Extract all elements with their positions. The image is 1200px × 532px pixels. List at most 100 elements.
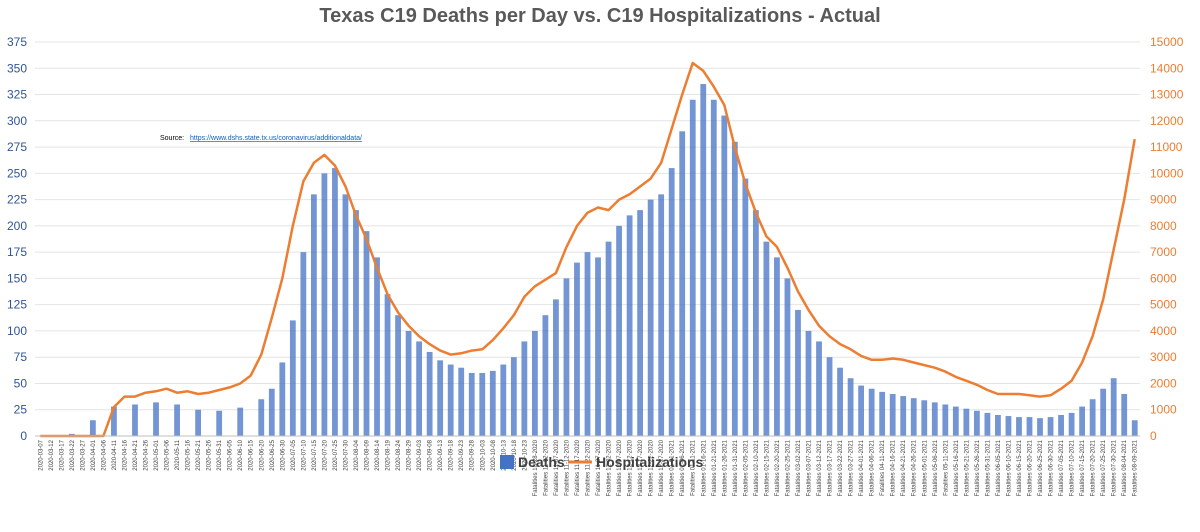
y-right-tick-label: 3000 bbox=[1150, 350, 1177, 364]
deaths-bar bbox=[395, 315, 401, 436]
x-tick-label: Fatalities 01-11-2021 bbox=[691, 439, 697, 496]
y-right-tick-label: 15000 bbox=[1150, 35, 1184, 49]
deaths-bar bbox=[847, 378, 854, 436]
x-tick-label: 2020-08-14 bbox=[375, 439, 381, 470]
deaths-bar bbox=[500, 364, 507, 436]
deaths-bar bbox=[1037, 418, 1043, 436]
x-tick-label: Fatalities 04-11-2021 bbox=[880, 439, 886, 496]
y-left-tick-label: 100 bbox=[7, 324, 27, 338]
y-left-tick-label: 275 bbox=[7, 140, 27, 154]
deaths-bar bbox=[1100, 388, 1107, 436]
y-right-tick-label: 1000 bbox=[1150, 403, 1177, 417]
y-left-tick-label: 250 bbox=[7, 166, 27, 180]
deaths-bar bbox=[1089, 399, 1096, 436]
deaths-bar bbox=[332, 168, 338, 436]
x-tick-label: 2020-06-10 bbox=[238, 439, 244, 470]
x-tick-label: 2020-04-16 bbox=[122, 439, 128, 470]
x-tick-label: Fatalities 01-26-2021 bbox=[722, 439, 728, 496]
deaths-bar bbox=[647, 199, 654, 436]
y-left-tick-label: 125 bbox=[7, 298, 27, 312]
deaths-bar bbox=[658, 194, 665, 436]
x-tick-label: 2020-08-19 bbox=[386, 439, 392, 470]
x-tick-label: 2020-07-05 bbox=[291, 439, 297, 470]
deaths-bar bbox=[868, 388, 875, 436]
x-tick-label: 2020-08-24 bbox=[396, 439, 402, 470]
deaths-bar bbox=[952, 406, 959, 436]
deaths-bar bbox=[416, 341, 423, 436]
deaths-bar bbox=[605, 241, 612, 436]
x-tick-label: Fatalities 06-10-2021 bbox=[1006, 439, 1012, 496]
x-tick-label: 2020-05-21 bbox=[196, 439, 202, 470]
deaths-bar bbox=[742, 178, 749, 436]
y-left-tick-label: 325 bbox=[7, 88, 27, 102]
deaths-bar bbox=[489, 370, 496, 436]
y-left-tick-label: 200 bbox=[7, 219, 27, 233]
source-link[interactable]: https://www.dshs.state.tx.us/coronavirus… bbox=[190, 135, 362, 142]
y-right-tick-label: 8000 bbox=[1150, 219, 1177, 233]
x-tick-label: Fatalities 03-17-2021 bbox=[828, 439, 834, 496]
y-left-tick-label: 0 bbox=[20, 429, 27, 443]
deaths-bar bbox=[816, 341, 822, 436]
x-tick-label: 2020-04-26 bbox=[144, 439, 150, 470]
x-tick-label: Fatalities 05-26-2021 bbox=[975, 439, 981, 496]
deaths-bar bbox=[921, 400, 928, 436]
x-tick-label: 2020-03-22 bbox=[70, 439, 76, 470]
legend-label-deaths: Deaths bbox=[518, 454, 565, 470]
x-tick-label: Fatalities 01-31-2021 bbox=[733, 439, 739, 496]
x-tick-label: Fatalities 10-28-2020 bbox=[533, 439, 539, 496]
x-tick-label: Fatalities 06-20-2021 bbox=[1028, 439, 1034, 496]
deaths-bar bbox=[637, 210, 644, 436]
x-tick-label: Fatalities 07-15-2021 bbox=[1080, 439, 1086, 496]
deaths-bar bbox=[1016, 417, 1022, 436]
deaths-bar bbox=[289, 320, 296, 436]
x-tick-label: 2020-06-15 bbox=[249, 439, 255, 470]
x-tick-label: Fatalities 02-15-2021 bbox=[764, 439, 770, 496]
y-right-tick-label: 10000 bbox=[1150, 166, 1184, 180]
y-right-tick-label: 6000 bbox=[1150, 271, 1177, 285]
deaths-bar bbox=[616, 225, 622, 436]
x-tick-label: Fatalities 05-11-2021 bbox=[943, 439, 949, 496]
x-tick-label: 2020-04-06 bbox=[101, 439, 107, 470]
x-tick-label: Fatalities 11-22-2020 bbox=[586, 439, 592, 496]
deaths-bar bbox=[237, 407, 244, 436]
deaths-bar bbox=[353, 210, 359, 436]
x-tick-label: 2020-05-16 bbox=[186, 439, 192, 470]
deaths-bar bbox=[963, 408, 970, 436]
legend-label-hospitalizations: Hospitalizations bbox=[596, 454, 704, 470]
x-tick-label: Fatalities 06-30-2021 bbox=[1049, 439, 1055, 496]
x-tick-label: 2020-05-31 bbox=[217, 439, 223, 470]
deaths-bar bbox=[826, 357, 833, 436]
x-tick-label: Fatalities 07-10-2021 bbox=[1070, 439, 1076, 496]
x-tick-label: Fatalities 12-22-2020 bbox=[649, 439, 655, 496]
y-left-tick-label: 350 bbox=[7, 61, 27, 75]
legend-swatch-deaths bbox=[500, 455, 514, 469]
x-tick-label: Fatalities 12-17-2020 bbox=[638, 439, 644, 496]
x-tick-label: 2020-08-04 bbox=[354, 439, 360, 470]
x-tick-label: 2020-05-01 bbox=[154, 439, 160, 470]
deaths-bar bbox=[942, 404, 949, 436]
deaths-bar bbox=[447, 364, 454, 436]
deaths-bar bbox=[595, 257, 601, 436]
x-tick-label: 2020-03-07 bbox=[38, 439, 44, 470]
deaths-bar bbox=[626, 215, 633, 436]
deaths-bar bbox=[153, 402, 159, 436]
x-tick-label: 2020-04-01 bbox=[91, 439, 97, 470]
deaths-bar bbox=[710, 99, 717, 436]
deaths-bar bbox=[973, 410, 980, 436]
deaths-bar bbox=[805, 330, 812, 436]
deaths-bar bbox=[542, 315, 549, 436]
deaths-bar bbox=[774, 257, 780, 436]
x-tick-label: Fatalities 08-09-2021 bbox=[1133, 439, 1139, 496]
deaths-bar bbox=[984, 412, 991, 436]
x-tick-label: Fatalities 05-16-2021 bbox=[954, 439, 960, 496]
deaths-bar bbox=[1005, 416, 1012, 436]
x-tick-label: 2020-10-23 bbox=[522, 439, 528, 470]
legend: Deaths Hospitalizations bbox=[500, 454, 704, 470]
y-left-tick-label: 300 bbox=[7, 114, 27, 128]
x-tick-label: 2020-06-30 bbox=[280, 439, 286, 470]
chart-title: Texas C19 Deaths per Day vs. C19 Hospita… bbox=[319, 5, 880, 27]
x-tick-label: 2020-10-18 bbox=[512, 439, 518, 470]
x-tick-label: Fatalities 12-12-2020 bbox=[628, 439, 634, 496]
x-tick-label: Fatalities 04-26-2021 bbox=[912, 439, 918, 496]
x-tick-label: Fatalities 04-16-2021 bbox=[891, 439, 897, 496]
